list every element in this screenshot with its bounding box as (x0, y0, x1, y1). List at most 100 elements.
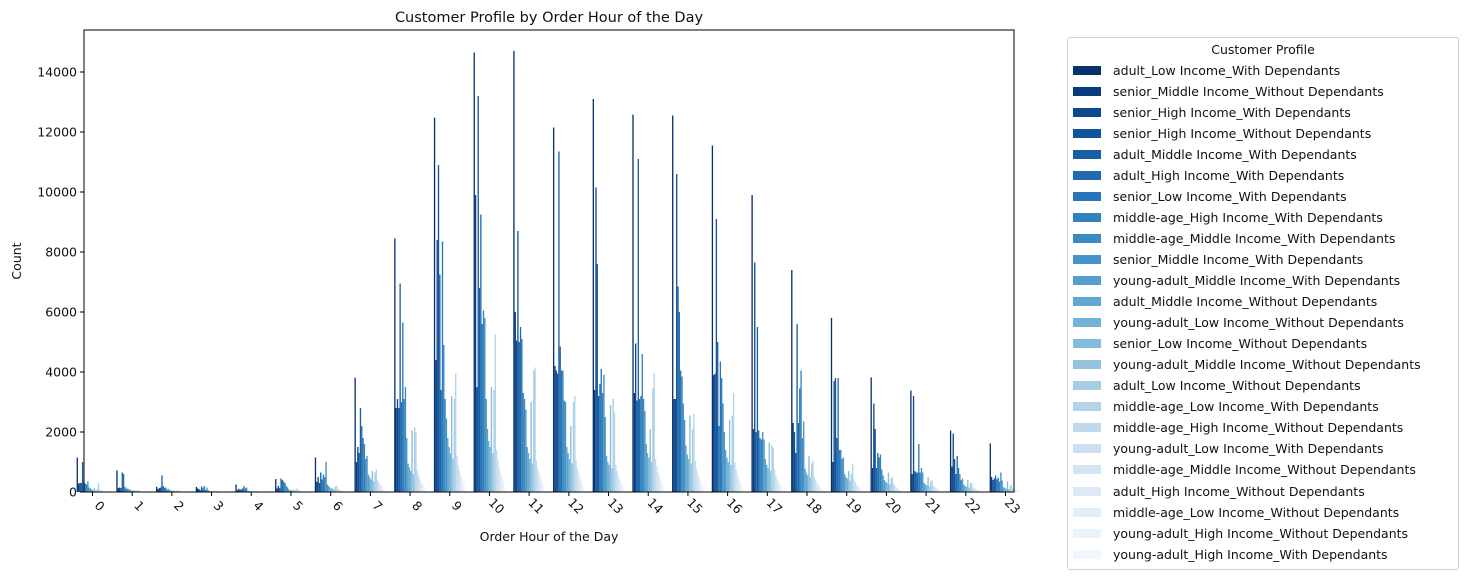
bar (556, 373, 559, 492)
bar (964, 486, 966, 492)
bar (1010, 484, 1013, 492)
bar (660, 480, 662, 492)
legend-label: young-adult_Low Income_With Dependants (1113, 441, 1384, 457)
bar (582, 484, 584, 492)
bar (383, 489, 385, 492)
bar (879, 454, 882, 492)
bar (539, 477, 542, 492)
bar (886, 483, 888, 492)
bar (330, 488, 332, 492)
bar (818, 486, 821, 492)
legend-swatch (1073, 170, 1101, 180)
bar (245, 487, 248, 492)
bar (460, 475, 462, 492)
bar (89, 488, 92, 492)
bar (756, 327, 759, 492)
bar (243, 486, 245, 492)
bar (1002, 487, 1005, 492)
bar (953, 459, 956, 492)
bar (855, 484, 858, 492)
bar (813, 476, 815, 492)
bar (382, 488, 384, 492)
bar (956, 456, 958, 492)
bar (877, 453, 879, 492)
bar (849, 480, 851, 492)
bar (830, 318, 833, 492)
bar (358, 453, 360, 492)
bar (752, 429, 755, 492)
x-tick-label: 8 (409, 498, 425, 514)
bar (939, 490, 941, 492)
y-tick-label: 0 (69, 485, 77, 500)
bar (488, 441, 490, 492)
legend-label: senior_High Income_With Dependants (1113, 104, 1351, 120)
bar (816, 482, 818, 492)
legend-swatch (1073, 86, 1101, 96)
x-tick-label: 19 (843, 495, 865, 517)
bar (158, 488, 160, 492)
y-axis: 0 2000 4000 6000 8000 10000 12000 14000 (37, 65, 84, 500)
y-tick-label: 10000 (37, 185, 77, 200)
legend-swatch (1073, 65, 1101, 75)
bar (120, 488, 122, 492)
bar (235, 484, 237, 492)
bar (955, 474, 957, 492)
bar (621, 485, 624, 492)
bar (820, 488, 822, 492)
legend: Customer Profile adult_Low Income_With D… (1067, 37, 1459, 570)
bar (875, 468, 878, 492)
y-tick-label: 8000 (45, 245, 77, 260)
bar (129, 489, 131, 492)
bar (897, 488, 899, 492)
legend-label: senior_Low Income_Without Dependants (1113, 336, 1368, 352)
bar (1008, 489, 1010, 492)
bar (697, 473, 699, 492)
bar (600, 369, 602, 492)
bar (474, 195, 477, 492)
bar (940, 490, 942, 492)
bar (702, 486, 704, 492)
bar (477, 96, 479, 492)
legend-label: middle-age_Low Income_With Dependants (1113, 399, 1379, 415)
bar (833, 381, 835, 492)
bar (609, 405, 612, 492)
bar (455, 373, 457, 492)
bar (923, 483, 925, 492)
y-tick-label: 2000 (45, 425, 77, 440)
x-tick-label: 16 (724, 495, 746, 517)
bar (837, 378, 839, 492)
x-tick-label: 12 (565, 495, 587, 517)
bar (951, 466, 953, 492)
x-tick-label: 20 (883, 495, 905, 517)
x-tick-label: 3 (211, 498, 227, 514)
legend-item: young-adult_Middle Income_Without Depend… (1068, 355, 1421, 375)
chart-title: Customer Profile by Order Hour of the Da… (395, 10, 704, 26)
bar (81, 462, 84, 492)
bar (338, 489, 340, 492)
bar (332, 488, 334, 492)
bar (518, 342, 520, 492)
bar (201, 486, 203, 492)
bar (203, 486, 205, 492)
bar (380, 486, 383, 492)
bar (280, 478, 282, 492)
bar (399, 283, 401, 492)
bar (240, 489, 243, 492)
bar (894, 485, 896, 492)
bar (793, 432, 796, 492)
bar (290, 490, 293, 492)
bar (731, 415, 733, 492)
bar (891, 477, 894, 492)
bar (419, 479, 421, 492)
bar (766, 465, 768, 492)
bar (841, 459, 843, 492)
x-axis: 0 1 2 3 4 5 6 7 8 9 10 11 12 13 14 15 16 17 18 19 20 21 22 23 (92, 492, 1024, 517)
bar (735, 469, 737, 492)
y-axis-label: Count (9, 242, 24, 279)
bar (759, 438, 761, 492)
bar (727, 462, 729, 492)
bar (437, 165, 440, 492)
bar (926, 485, 928, 492)
bar (395, 408, 397, 492)
